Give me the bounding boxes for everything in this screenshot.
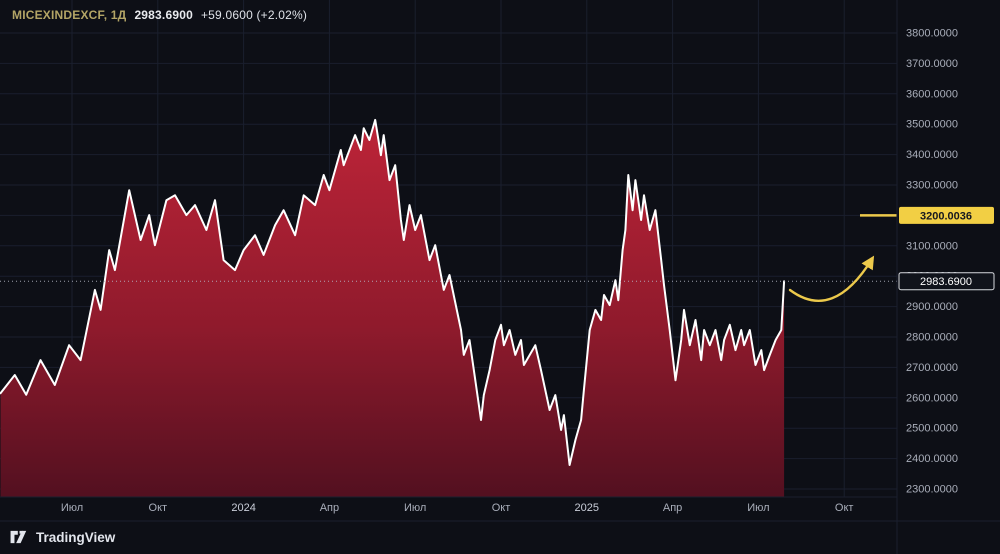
last-price-label[interactable]: 2983.6900: [898, 272, 995, 291]
x-axis-label[interactable]: 2024: [231, 502, 255, 514]
y-axis-label[interactable]: 3300.0000: [906, 180, 958, 192]
level-price-label[interactable]: 3200.0036: [899, 206, 994, 224]
x-axis-label[interactable]: 2025: [575, 502, 599, 514]
y-axis-label[interactable]: 3100.0000: [906, 240, 958, 252]
x-axis-label[interactable]: Июл: [747, 502, 769, 514]
svg-text:3200.0036: 3200.0036: [920, 210, 972, 222]
y-axis-label[interactable]: 2600.0000: [906, 392, 958, 404]
y-axis-label[interactable]: 3700.0000: [906, 58, 958, 70]
y-axis-label[interactable]: 2500.0000: [906, 423, 958, 435]
trend-arrow-annotation[interactable]: [788, 255, 875, 302]
tradingview-logo-icon: [10, 530, 27, 544]
x-axis-label[interactable]: Апр: [320, 502, 339, 514]
x-axis-label[interactable]: Окт: [149, 502, 168, 514]
y-axis-label[interactable]: 3600.0000: [906, 88, 958, 100]
y-axis-label[interactable]: 3400.0000: [906, 149, 958, 161]
y-axis-label[interactable]: 3800.0000: [906, 28, 958, 40]
tradingview-brand[interactable]: TradingView: [10, 529, 115, 545]
x-axis-label[interactable]: Апр: [663, 502, 682, 514]
x-axis-label[interactable]: Окт: [492, 502, 511, 514]
x-axis-label[interactable]: Июл: [61, 502, 83, 514]
price-area: [0, 119, 785, 498]
y-axis-label[interactable]: 3500.0000: [906, 119, 958, 131]
y-axis-label[interactable]: 2900.0000: [906, 301, 958, 313]
y-axis-label[interactable]: 2700.0000: [906, 362, 958, 374]
y-axis-label[interactable]: 2300.0000: [906, 484, 958, 496]
tradingview-brand-label: TradingView: [36, 529, 116, 545]
x-axis-label[interactable]: Окт: [835, 502, 854, 514]
x-axis-label[interactable]: Июл: [404, 502, 426, 514]
y-axis-label[interactable]: 2400.0000: [906, 453, 958, 465]
price-line[interactable]: [0, 118, 786, 466]
svg-text:2983.6900: 2983.6900: [920, 276, 972, 288]
y-axis-label[interactable]: 2800.0000: [906, 332, 958, 344]
